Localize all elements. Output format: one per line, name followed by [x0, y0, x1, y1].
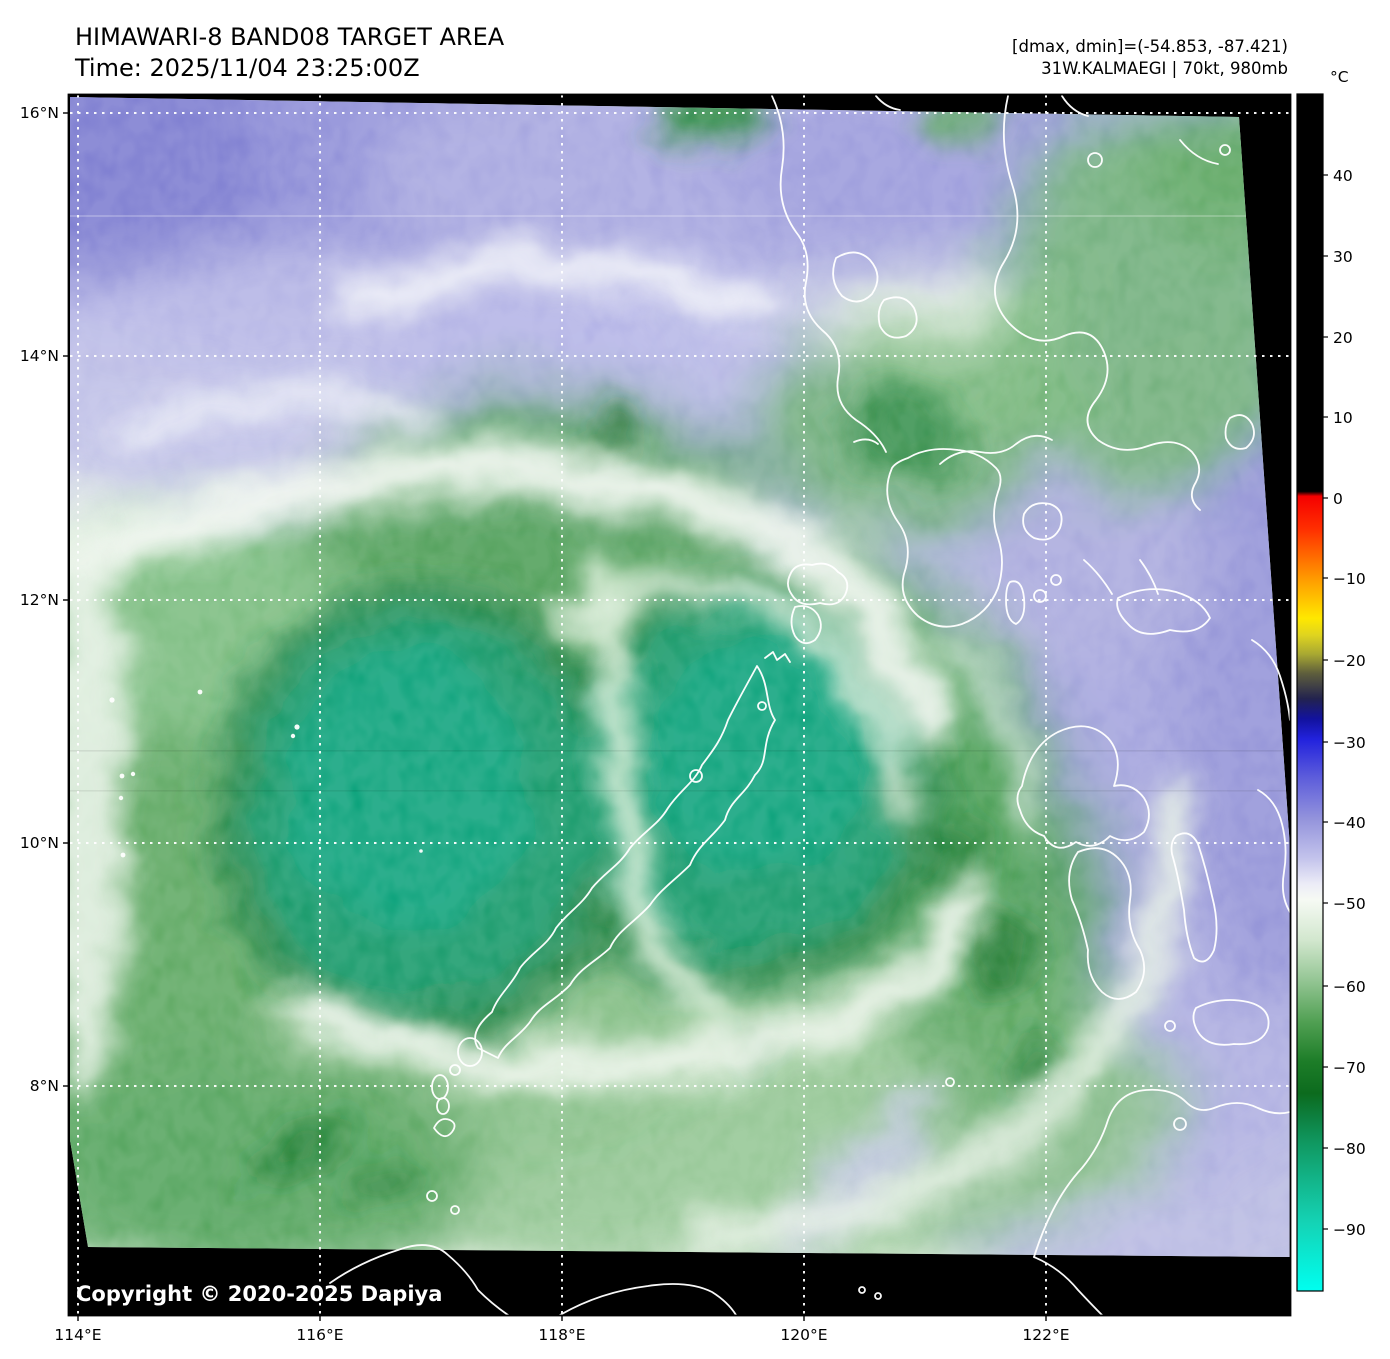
storm-info: 31W.KALMAEGI | 70kt, 980mb [1041, 59, 1288, 78]
lat-tick-label: 12°N [20, 591, 59, 609]
colorbar-tick-label: 10 [1333, 409, 1353, 427]
timestamp: Time: 2025/11/04 23:25:00Z [74, 54, 420, 82]
colorbar-ticks [1323, 174, 1328, 1230]
colorbar-border [1296, 93, 1324, 1292]
lon-axis: 114°E 116°E 118°E 120°E 122°E [54, 1315, 1070, 1344]
colorbar-tick-label: 30 [1333, 248, 1353, 266]
colorbar-gradient [1297, 94, 1323, 1291]
lon-tick-label: 120°E [780, 1326, 827, 1344]
colorbar-tick-label: −10 [1333, 570, 1366, 588]
graticule [70, 95, 1290, 1315]
colorbar-tick-label: 0 [1333, 490, 1343, 508]
lon-tick-label: 118°E [538, 1326, 585, 1344]
coastlines [329, 95, 1290, 1315]
page-title: HIMAWARI-8 BAND08 TARGET AREA [75, 23, 505, 51]
colorbar: °C 40 30 20 10 0 −10 −20 −30 −40 −50 −60… [1296, 68, 1366, 1292]
lon-tick-label: 114°E [54, 1326, 101, 1344]
colorbar-tick-label: 40 [1333, 167, 1353, 185]
lat-axis: 16°N 14°N 12°N 10°N 8°N [20, 104, 69, 1095]
colorbar-tick-label: 20 [1333, 329, 1353, 347]
map-border [67, 93, 1292, 1317]
lat-tick-label: 16°N [20, 104, 59, 122]
map-panel: Copyright © 2020-2025 Dapiya [69, 95, 1290, 1315]
lon-tick-label: 122°E [1022, 1326, 1069, 1344]
colorbar-tick-label: −70 [1333, 1059, 1366, 1077]
colorbar-tick-labels: 40 30 20 10 0 −10 −20 −30 −40 −50 −60 −7… [1333, 167, 1366, 1239]
lat-tick-label: 14°N [20, 347, 59, 365]
colorbar-unit-label: °C [1330, 68, 1349, 86]
cloud-specks [109, 689, 423, 858]
colorbar-tick-label: −90 [1333, 1221, 1366, 1239]
copyright-notice: Copyright © 2020-2025 Dapiya [76, 1282, 442, 1306]
colorbar-tick-label: −50 [1333, 895, 1366, 913]
figure-header: HIMAWARI-8 BAND08 TARGET AREA Time: 2025… [74, 23, 1288, 82]
dmax-dmin-readout: [dmax, dmin]=(-54.853, -87.421) [1012, 37, 1288, 56]
colorbar-tick-label: −60 [1333, 978, 1366, 996]
colorbar-tick-label: −40 [1333, 814, 1366, 832]
scan-seams [70, 215, 1290, 792]
colorbar-tick-label: −20 [1333, 652, 1366, 670]
colorbar-tick-label: −80 [1333, 1140, 1366, 1158]
lat-tick-label: 10°N [20, 834, 59, 852]
colorbar-tick-label: −30 [1333, 734, 1366, 752]
lat-tick-label: 8°N [30, 1077, 59, 1095]
lon-tick-label: 116°E [296, 1326, 343, 1344]
